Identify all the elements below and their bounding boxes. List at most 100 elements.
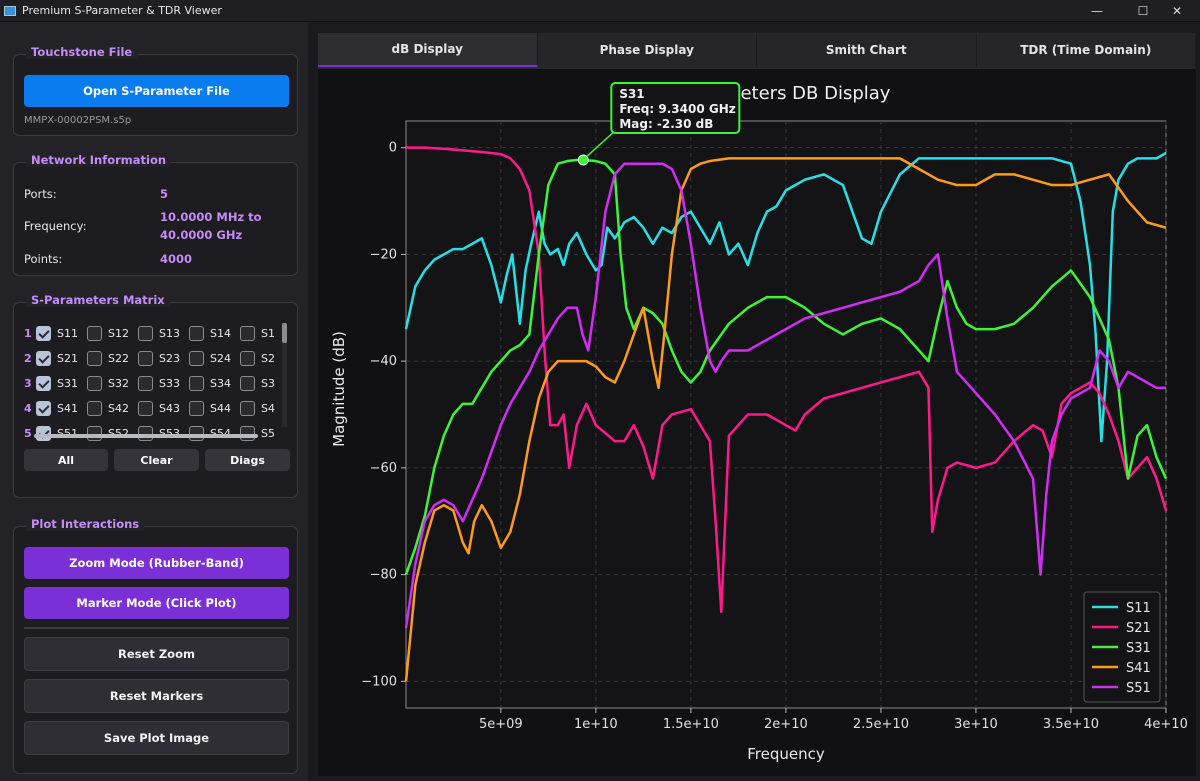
- reset-zoom-button[interactable]: Reset Zoom: [24, 637, 289, 671]
- ports-label: Ports:: [24, 187, 57, 201]
- clear-button[interactable]: Clear: [114, 449, 199, 471]
- matrix-vertical-scrollbar[interactable]: [282, 323, 287, 427]
- minimize-button[interactable]: —: [1091, 4, 1103, 18]
- sparam-toggle[interactable]: S53: [138, 425, 189, 441]
- sparam-toggle[interactable]: S34: [189, 375, 240, 391]
- sparam-toggle[interactable]: S5: [240, 425, 291, 441]
- x-tick-label: 3.5e+10: [1043, 717, 1099, 732]
- checkbox[interactable]: [189, 325, 204, 341]
- matrix-row: 2 S21 S22 S23 S24 S2: [24, 347, 291, 369]
- y-tick-label: −60: [370, 461, 397, 476]
- checkbox[interactable]: [240, 325, 255, 341]
- sparam-toggle[interactable]: S2: [240, 350, 291, 366]
- plot-interactions-title: Plot Interactions: [26, 517, 145, 531]
- checkbox[interactable]: [189, 350, 204, 366]
- checkbox[interactable]: [189, 375, 204, 391]
- display-tabs: dB Display Phase Display Smith Chart TDR…: [318, 33, 1196, 69]
- sparam-toggle[interactable]: S21: [36, 350, 87, 366]
- tab-smith-chart[interactable]: Smith Chart: [757, 33, 977, 67]
- save-plot-image-button[interactable]: Save Plot Image: [24, 721, 289, 755]
- checkbox[interactable]: [138, 350, 153, 366]
- reset-markers-button[interactable]: Reset Markers: [24, 679, 289, 713]
- checkbox[interactable]: [138, 400, 153, 416]
- sparam-label: S13: [159, 326, 180, 340]
- sparam-toggle[interactable]: S24: [189, 350, 240, 366]
- y-tick-label: −20: [370, 247, 397, 262]
- sparam-toggle[interactable]: S32: [87, 375, 138, 391]
- sparam-label: S34: [210, 376, 231, 390]
- sparam-label: S1: [261, 326, 275, 340]
- grid: [406, 121, 1167, 708]
- series-line-s21: [406, 146, 1168, 614]
- sparam-toggle[interactable]: S41: [36, 400, 87, 416]
- legend-label: S51: [1126, 681, 1151, 696]
- checkbox[interactable]: [36, 325, 51, 341]
- sparam-toggle[interactable]: S43: [138, 400, 189, 416]
- sparam-label: S11: [57, 326, 78, 340]
- sparam-toggle[interactable]: S44: [189, 400, 240, 416]
- sparam-label: S42: [108, 401, 129, 415]
- open-file-button[interactable]: Open S-Parameter File: [24, 75, 289, 107]
- sparam-toggle[interactable]: S12: [87, 325, 138, 341]
- points-value: 4000: [160, 252, 193, 266]
- sparam-toggle[interactable]: S23: [138, 350, 189, 366]
- sparam-toggle[interactable]: S22: [87, 350, 138, 366]
- sparam-label: S3: [261, 376, 275, 390]
- x-tick-label: 2.5e+10: [853, 717, 909, 732]
- matrix-horizontal-scrollbar[interactable]: [34, 434, 258, 438]
- y-tick-label: −100: [361, 674, 397, 689]
- frequency-label: Frequency:: [24, 219, 87, 233]
- checkbox[interactable]: [138, 375, 153, 391]
- plot-area[interactable]: S-Parameters DB Display 5e+09 1e+10 1.5e+1…: [318, 69, 1196, 776]
- checkbox[interactable]: [189, 400, 204, 416]
- matrix-row-index: 1: [24, 326, 32, 340]
- checkbox[interactable]: [240, 350, 255, 366]
- checkbox[interactable]: [240, 375, 255, 391]
- checkbox[interactable]: [240, 425, 255, 441]
- x-tick-label: 2e+10: [764, 717, 808, 732]
- sparam-toggle[interactable]: S51: [36, 425, 87, 441]
- matrix-row: 1 S11 S12 S13 S14 S1: [24, 322, 291, 344]
- sparam-toggle[interactable]: S31: [36, 375, 87, 391]
- sparam-label: S32: [108, 376, 129, 390]
- file-name: MMPX-00002PSM.s5p: [24, 115, 132, 126]
- sparam-toggle[interactable]: S3: [240, 375, 291, 391]
- checkbox[interactable]: [87, 400, 102, 416]
- checkbox[interactable]: [36, 425, 51, 441]
- marker-point[interactable]: [577, 154, 589, 166]
- close-button[interactable]: ✕: [1171, 4, 1183, 18]
- sparam-toggle[interactable]: S54: [189, 425, 240, 441]
- checkbox[interactable]: [138, 425, 153, 441]
- y-tick-label: −80: [370, 568, 397, 583]
- checkbox[interactable]: [87, 325, 102, 341]
- select-all-button[interactable]: All: [24, 449, 108, 471]
- checkbox[interactable]: [87, 425, 102, 441]
- sparam-toggle[interactable]: S11: [36, 325, 87, 341]
- checkbox[interactable]: [36, 400, 51, 416]
- sparam-toggle[interactable]: S13: [138, 325, 189, 341]
- checkbox[interactable]: [87, 350, 102, 366]
- checkbox[interactable]: [36, 350, 51, 366]
- legend-label: S21: [1126, 621, 1151, 636]
- zoom-mode-button[interactable]: Zoom Mode (Rubber-Band): [24, 547, 289, 579]
- sparam-toggle[interactable]: S33: [138, 375, 189, 391]
- marker-mode-button[interactable]: Marker Mode (Click Plot): [24, 587, 289, 619]
- sparam-toggle[interactable]: S14: [189, 325, 240, 341]
- tab-db-display[interactable]: dB Display: [318, 33, 538, 67]
- db-chart[interactable]: S-Parameters DB Display 5e+09 1e+10 1.5e+1…: [318, 69, 1196, 776]
- checkbox[interactable]: [87, 375, 102, 391]
- maximize-button[interactable]: ☐: [1137, 4, 1149, 18]
- checkbox[interactable]: [138, 325, 153, 341]
- tab-phase-display[interactable]: Phase Display: [537, 33, 757, 67]
- checkbox[interactable]: [36, 375, 51, 391]
- sparam-toggle[interactable]: S42: [87, 400, 138, 416]
- checkbox[interactable]: [189, 425, 204, 441]
- sparam-toggle[interactable]: S1: [240, 325, 291, 341]
- checkbox[interactable]: [240, 400, 255, 416]
- sparam-toggle[interactable]: S4: [240, 400, 291, 416]
- legend: S11 S21 S31 S41 S51: [1083, 591, 1161, 703]
- tab-tdr[interactable]: TDR (Time Domain): [976, 33, 1196, 67]
- diags-button[interactable]: Diags: [205, 449, 290, 471]
- sparam-toggle[interactable]: S52: [87, 425, 138, 441]
